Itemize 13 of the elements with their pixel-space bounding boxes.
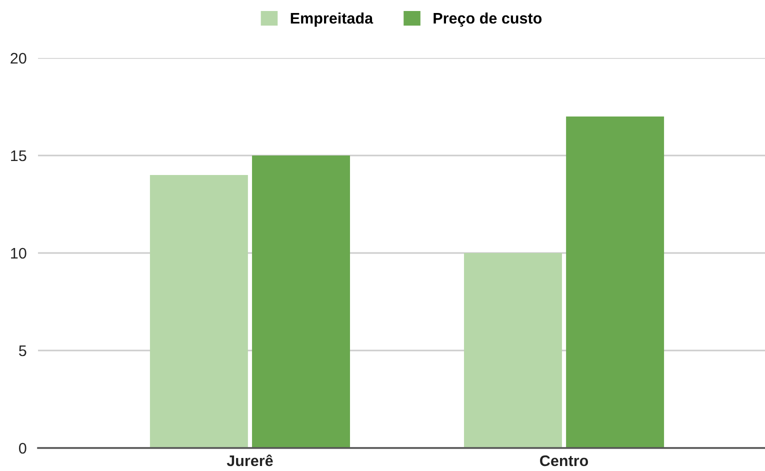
- y-tick-label: 20: [10, 52, 26, 64]
- legend-label: Preço de custo: [434, 12, 542, 27]
- y-tick-label: 5: [19, 346, 26, 356]
- bar: [252, 156, 350, 448]
- y-tick-label: 15: [11, 150, 26, 162]
- legend-label: Empreitada: [290, 12, 374, 27]
- bar: [464, 253, 562, 448]
- bar: [150, 175, 248, 448]
- y-tick-label: 0: [18, 442, 26, 454]
- y-tick-label: 10: [11, 248, 26, 259]
- x-tick-label: Centro: [540, 455, 588, 466]
- bar: [566, 116, 664, 448]
- x-tick-label: Jurerê: [226, 454, 273, 466]
